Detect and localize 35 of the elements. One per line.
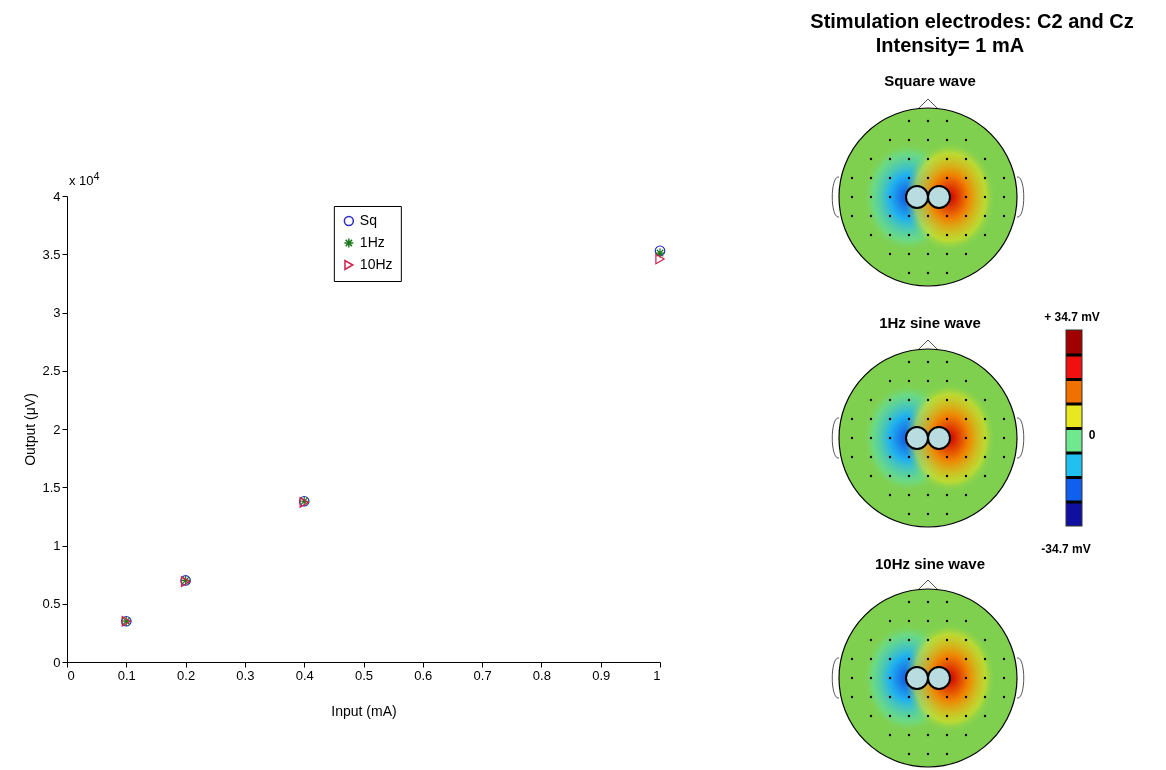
x-tick-label: 0.9 [592, 667, 611, 683]
text: Intensity= 1 mA [875, 34, 1025, 57]
x-tick-label: 1 [653, 667, 661, 683]
y-tick-label: 0.5 [42, 596, 61, 612]
text: Square wave [884, 72, 976, 89]
y-tick-label: 2 [53, 421, 61, 437]
text: 1Hz sine wave [879, 314, 981, 331]
text: Stimulation electrodes: C2 and Cz [810, 10, 1134, 33]
x-tick-label: 0.6 [414, 667, 433, 683]
y-axis-title: Output (μV) [22, 393, 39, 466]
x-tick-label: 0.1 [117, 667, 136, 683]
text: 0 [1088, 428, 1096, 442]
x-tick-label: 0.4 [295, 667, 314, 683]
x-tick-label: 0.8 [532, 667, 551, 683]
point [655, 253, 665, 265]
x-tick-label: 0.5 [354, 667, 374, 683]
text: -34.7 mV [1041, 542, 1091, 556]
x-tick-label: 0 [67, 667, 75, 683]
y-tick-label: 1.5 [42, 479, 61, 495]
text: x 10$^{4}$ [69, 170, 100, 189]
y-tick-label: 3.5 [42, 246, 61, 262]
x-tick-label: 0.7 [473, 667, 492, 683]
x-axis-title: Input (mA) [331, 702, 397, 719]
legend-label: 10Hz [359, 256, 393, 272]
legend-label: 1Hz [359, 234, 385, 250]
x-tick-label: 0.2 [177, 667, 196, 683]
y-tick-label: 1 [53, 538, 61, 553]
text: + 34.7 mV [1044, 310, 1100, 324]
x-tick-label: 0.3 [236, 667, 255, 683]
y-tick-label: 2.5 [42, 363, 61, 379]
text: 10Hz sine wave [874, 555, 986, 572]
y-tick-label: 0 [53, 654, 61, 670]
y-tick-label: 4 [53, 188, 61, 204]
y-tick-label: 3 [53, 305, 61, 320]
legend-label: Sq [359, 212, 377, 228]
